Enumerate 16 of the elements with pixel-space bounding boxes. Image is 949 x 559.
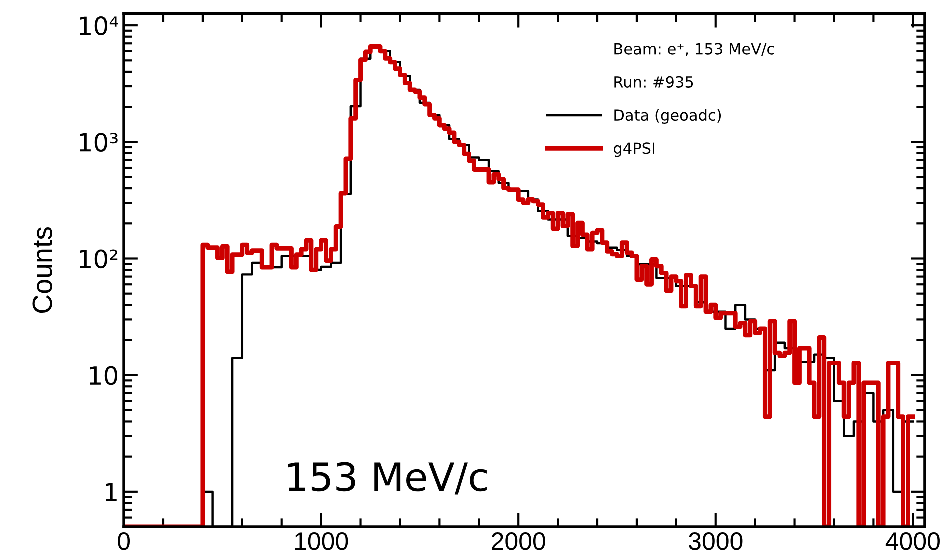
- x-tick-label: 3000: [689, 532, 743, 550]
- y-tick-label: 10⁴: [80, 16, 118, 36]
- y-axis-title: Counts: [32, 227, 52, 314]
- x-tick-label: 0: [118, 532, 130, 550]
- x-tick-label: 2000: [492, 532, 546, 550]
- annotation: Run: #935: [614, 76, 694, 88]
- legend-label: g4PSI: [614, 142, 655, 158]
- annotation: Beam: e⁺, 153 MeV/c: [614, 43, 774, 56]
- legend-label: Data (geoadc): [614, 109, 722, 124]
- y-tick-label: 10³: [80, 133, 118, 152]
- y-tick-label: 10: [90, 366, 118, 386]
- y-tick-label: 1: [106, 483, 117, 502]
- annotation: 153 MeV/c: [288, 462, 487, 495]
- x-tick-label: 4000: [886, 532, 940, 550]
- x-tick-label: 1000: [295, 532, 348, 550]
- y-tick-label: 10²: [80, 250, 118, 269]
